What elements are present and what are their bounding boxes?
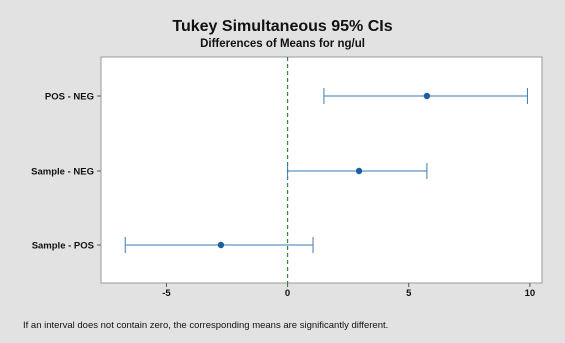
category-label: POS - NEG xyxy=(45,92,94,103)
x-tick-label: 5 xyxy=(406,288,412,299)
chart-title: Tukey Simultaneous 95% CIs xyxy=(172,18,393,35)
estimate-point xyxy=(217,241,225,249)
chart-footnote: If an interval does not contain zero, th… xyxy=(23,320,389,331)
estimate-point xyxy=(355,167,363,175)
x-tick-label: 0 xyxy=(285,288,290,299)
chart-subtitle: Differences of Means for ng/ul xyxy=(200,38,365,50)
category-label: Sample - NEG xyxy=(31,167,94,178)
category-label: Sample - POS xyxy=(32,241,94,252)
x-tick-label: -5 xyxy=(162,288,171,299)
x-tick-label: 10 xyxy=(525,288,536,299)
plot-area xyxy=(100,56,543,284)
estimate-point xyxy=(423,92,431,100)
